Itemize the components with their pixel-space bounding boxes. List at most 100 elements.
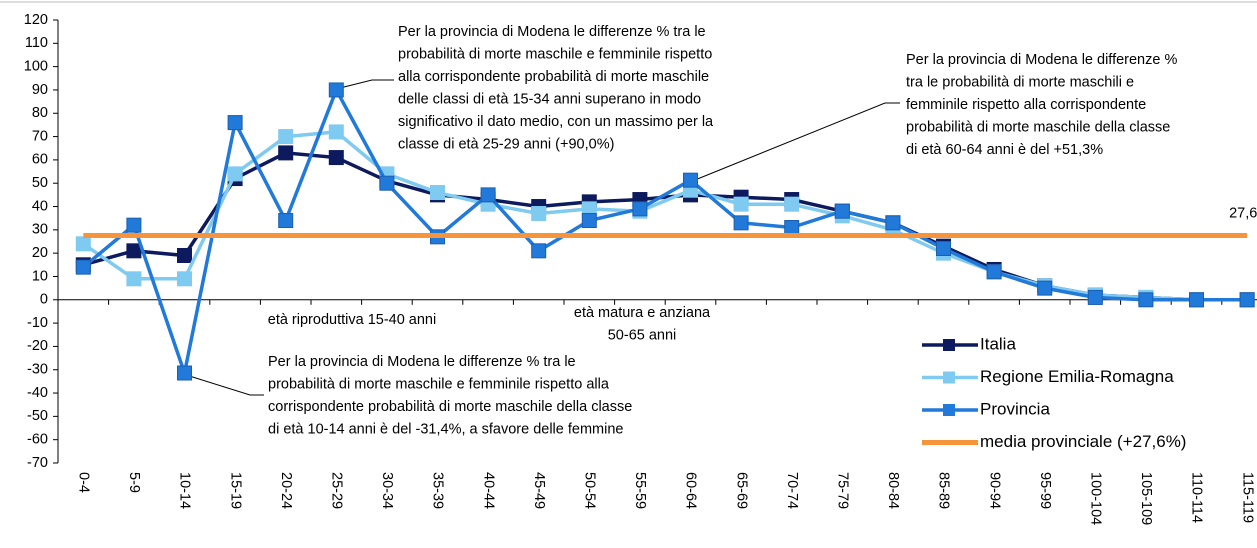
- x-tick-label: 115-119: [1239, 472, 1255, 523]
- annotation: delle classi di età 15-34 anni superano …: [398, 91, 701, 107]
- leader-line: [182, 373, 264, 396]
- y-tick-label: 120: [24, 12, 48, 28]
- point-marker: [126, 271, 142, 287]
- point-marker: [1138, 292, 1154, 308]
- point-marker: [784, 220, 800, 236]
- annotation: significativo il dato medio, con un mass…: [398, 114, 714, 130]
- y-tick-label: -10: [27, 315, 48, 331]
- point-marker: [683, 172, 698, 188]
- point-marker: [379, 175, 395, 191]
- series-line: [82, 130, 1248, 302]
- point-marker: [126, 243, 142, 259]
- point-marker: [1239, 292, 1255, 308]
- x-tick-label: 25-29: [328, 472, 344, 509]
- point-marker: [632, 201, 648, 217]
- leader-line: [339, 79, 394, 89]
- x-tick-label: 105-109: [1138, 472, 1154, 525]
- y-tick-label: 60: [32, 152, 48, 168]
- point-marker: [733, 215, 749, 231]
- annotation: di età 60-64 anni è del +51,3%: [906, 142, 1103, 158]
- annotation: tra le probabilità di morte maschili e: [906, 74, 1134, 90]
- x-tick-label: 100-104: [1087, 472, 1103, 525]
- point-marker: [278, 129, 294, 145]
- legend-label: Regione Emilia-Romagna: [980, 367, 1174, 386]
- y-tick-label: 20: [32, 245, 48, 261]
- x-tick-label: 60-64: [683, 472, 699, 509]
- x-tick-label: 20-24: [278, 472, 294, 509]
- annotation: probabilità di morte maschile della clas…: [906, 119, 1170, 135]
- point-marker: [177, 365, 192, 381]
- y-tick-label: 40: [32, 198, 48, 214]
- x-tick-label: 50-54: [581, 472, 597, 509]
- point-marker: [430, 185, 445, 201]
- annotation: età matura e anziana: [574, 305, 711, 321]
- point-marker: [531, 206, 547, 222]
- y-tick-label: 80: [32, 105, 48, 121]
- y-tick-label: -50: [27, 408, 48, 424]
- point-marker: [784, 196, 800, 212]
- y-tick-label: -70: [27, 455, 48, 471]
- x-tick-label: 0-4: [75, 472, 91, 493]
- x-tick-label: 55-59: [632, 472, 648, 509]
- point-marker: [1087, 289, 1103, 305]
- y-tick-label: 50: [32, 175, 48, 191]
- point-marker: [480, 187, 496, 203]
- series-line: [82, 151, 1248, 302]
- x-tick-label: 95-99: [1037, 472, 1053, 509]
- point-marker: [581, 213, 597, 229]
- y-tick-label: 110: [25, 35, 48, 51]
- x-tick-label: 35-39: [430, 472, 446, 509]
- point-marker: [126, 217, 142, 233]
- y-tick-label: 90: [32, 82, 48, 98]
- x-tick-label: 85-89: [936, 472, 952, 509]
- data-label: 27,6: [1229, 205, 1257, 221]
- x-tick-label: 70-74: [784, 472, 800, 509]
- y-tick-label: -30: [27, 362, 48, 378]
- x-tick-label: 5-9: [126, 472, 142, 493]
- point-marker: [227, 166, 243, 182]
- annotation: probabilità di morte maschile e femminil…: [268, 376, 610, 392]
- legend-marker: [943, 404, 955, 416]
- point-marker: [885, 215, 901, 231]
- x-tick-label: 110-114: [1189, 472, 1205, 523]
- point-marker: [1189, 292, 1204, 308]
- point-marker: [733, 196, 749, 212]
- x-tick-label: 80-84: [885, 472, 901, 509]
- point-marker: [328, 124, 344, 140]
- y-tick-label: 30: [32, 222, 48, 238]
- point-marker: [531, 243, 547, 259]
- legend-label: Italia: [980, 334, 1016, 353]
- legend-label: media provinciale (+27,6%): [980, 432, 1186, 451]
- y-tick-label: 70: [32, 128, 48, 144]
- y-tick-label: 0: [40, 292, 48, 308]
- x-tick-label: 90-94: [986, 472, 1002, 509]
- y-tick-label: 100: [24, 58, 48, 74]
- annotation: Per la provincia di Modena le differenze…: [906, 52, 1177, 68]
- x-tick-label: 75-79: [834, 472, 850, 509]
- annotation: corrispondente probabilità di morte masc…: [268, 399, 632, 415]
- x-tick-label: 10-14: [177, 472, 193, 509]
- legend-marker: [943, 371, 955, 384]
- legend-label: Provincia: [980, 399, 1050, 418]
- y-tick-label: -60: [27, 432, 48, 448]
- series-line: [82, 85, 1248, 380]
- point-marker: [227, 115, 243, 131]
- annotation: 50-65 anni: [608, 327, 677, 343]
- x-tick-label: 45-49: [531, 472, 547, 509]
- x-tick-label: 65-69: [733, 472, 749, 509]
- annotation: probabilità di morte maschile e femminil…: [398, 46, 712, 62]
- y-tick-label: -20: [27, 338, 48, 354]
- annotation: Per la provincia di Modena le differenze…: [398, 24, 706, 40]
- point-marker: [328, 82, 344, 98]
- x-tick-label: 30-34: [379, 472, 395, 509]
- legend-marker: [943, 339, 955, 351]
- point-marker: [1037, 280, 1053, 296]
- point-marker: [986, 264, 1002, 280]
- annotation: femminile rispetto alla corrispondente: [906, 97, 1146, 113]
- annotation: Per la provincia di Modena le differenze…: [268, 354, 576, 370]
- annotation: età riproduttiva 15-40 anni: [268, 312, 436, 328]
- x-tick-label: 40-44: [480, 472, 496, 509]
- y-tick-label: 10: [32, 268, 48, 284]
- point-marker: [278, 213, 294, 229]
